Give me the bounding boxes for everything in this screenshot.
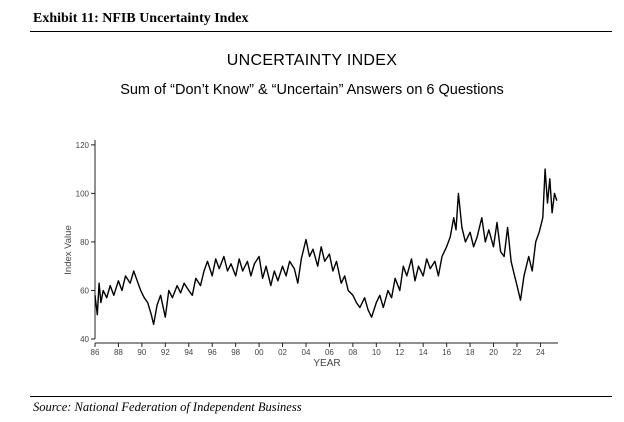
x-tick-label: 24 — [536, 348, 545, 357]
exhibit-title: Exhibit 11: NFIB Uncertainty Index — [33, 11, 249, 26]
x-tick-label: 10 — [372, 348, 381, 357]
x-tick-label: 02 — [278, 348, 287, 357]
source-note: Source: National Federation of Independe… — [33, 400, 302, 414]
x-tick-label: 98 — [231, 348, 240, 357]
x-tick-label: 86 — [91, 348, 100, 357]
x-tick-label: 20 — [489, 348, 498, 357]
y-tick-label: 100 — [76, 189, 90, 198]
x-tick-label: 14 — [419, 348, 428, 357]
y-tick-label: 80 — [80, 238, 89, 247]
y-tick-label: 120 — [76, 141, 90, 150]
x-tick-label: 12 — [395, 348, 404, 357]
x-tick-label: 16 — [442, 348, 451, 357]
chart-subtitle: Sum of “Don’t Know” & “Uncertain” Answer… — [120, 82, 504, 98]
bottom-rule — [30, 396, 612, 397]
x-tick-label: 08 — [348, 348, 357, 357]
y-tick-label: 40 — [80, 335, 89, 344]
x-tick-label: 92 — [161, 348, 170, 357]
x-tick-label: 96 — [208, 348, 217, 357]
x-tick-label: 18 — [466, 348, 475, 357]
chart-series-layer — [94, 168, 558, 326]
y-tick-label: 60 — [80, 286, 89, 295]
chart-axes: 40 60 80 100 120 86 88 90 92 94 96 98 00 02 04 06 08 10 12… — [76, 140, 558, 357]
y-axis-label: Index Value — [63, 225, 74, 274]
x-tick-label: 94 — [184, 348, 193, 357]
x-tick-label: 88 — [114, 348, 123, 357]
x-axis-label: YEAR — [313, 358, 340, 369]
x-tick-label: 04 — [302, 348, 311, 357]
top-rule — [30, 31, 612, 32]
x-tick-label: 06 — [325, 348, 334, 357]
chart-title: UNCERTAINTY INDEX — [226, 52, 398, 69]
series-line-uncertainty-index — [94, 168, 558, 326]
x-tick-label: 00 — [255, 348, 264, 357]
x-tick-label: 22 — [513, 348, 522, 357]
x-tick-label: 90 — [137, 348, 146, 357]
